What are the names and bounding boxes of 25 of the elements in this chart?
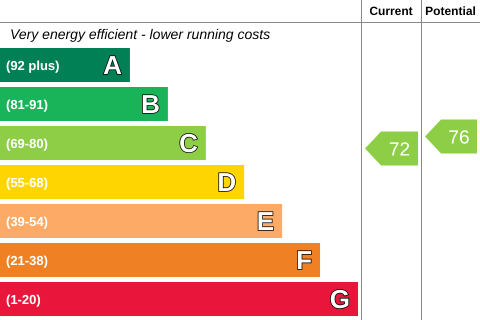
chart-title: Very energy efficient - lower running costs (10, 26, 270, 42)
text: Potential (425, 4, 476, 18)
text: 72 (388, 140, 410, 160)
y-tick-label: G (330, 284, 350, 314)
y-tick-label: C (179, 128, 198, 158)
annotation: (1-20) (6, 292, 41, 307)
annotation: (69-80) (6, 136, 48, 151)
y-tick-label: F (296, 245, 312, 275)
y-tick-label: A (103, 50, 122, 80)
bar (0, 126, 206, 160)
annotation: (21-38) (6, 253, 48, 268)
text: Current (369, 4, 413, 18)
y-tick-label: E (256, 206, 274, 236)
annotation: (81-91) (6, 97, 48, 112)
annotation: (39-54) (6, 214, 48, 229)
text: 76 (448, 128, 470, 148)
bar (0, 87, 168, 121)
y-tick-label: D (217, 167, 236, 197)
bar (0, 243, 320, 277)
bar (0, 165, 244, 199)
y-tick-label: B (141, 89, 160, 119)
bar (0, 282, 358, 316)
annotation: (55-68) (6, 175, 48, 190)
bar (0, 204, 282, 238)
annotation: (92 plus) (6, 58, 60, 73)
